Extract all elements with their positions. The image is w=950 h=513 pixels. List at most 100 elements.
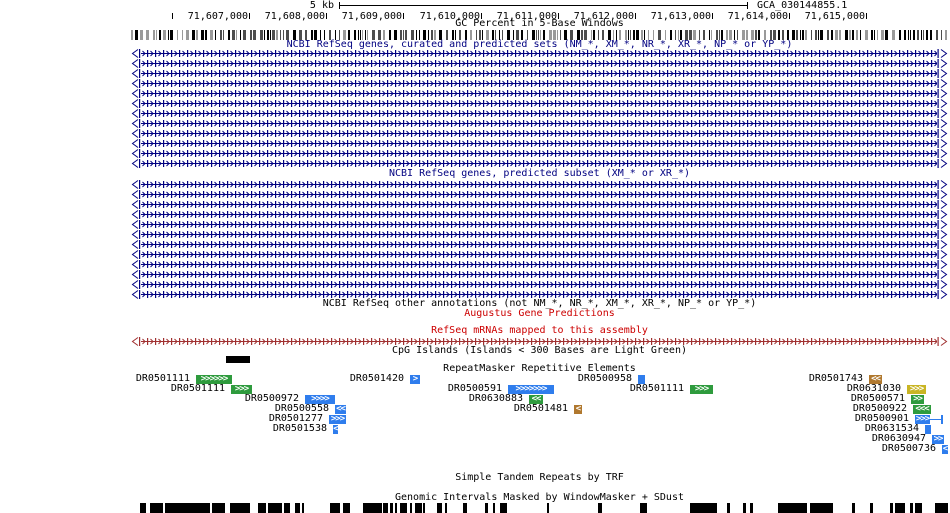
gene-row[interactable] <box>131 129 948 138</box>
gene-row[interactable] <box>131 250 948 259</box>
masked-interval[interactable] <box>423 503 425 513</box>
gene-row[interactable] <box>131 109 948 118</box>
masked-interval[interactable] <box>445 503 447 513</box>
gene-row[interactable] <box>131 290 948 299</box>
repeat-element[interactable]: << <box>335 405 346 414</box>
masked-interval[interactable] <box>284 503 290 513</box>
gene-row[interactable] <box>131 159 948 168</box>
masked-interval[interactable] <box>598 503 602 513</box>
repeat-element[interactable]: << <box>869 375 882 384</box>
masked-interval[interactable] <box>363 503 382 513</box>
masked-interval[interactable] <box>268 503 282 513</box>
masked-interval[interactable] <box>870 503 873 513</box>
repeat-element[interactable]: >>>> <box>305 395 335 404</box>
masked-interval[interactable] <box>743 503 746 513</box>
masked-interval[interactable] <box>140 503 146 513</box>
masked-interval[interactable] <box>230 503 250 513</box>
repeat-element[interactable]: >>>>>>> <box>508 385 554 394</box>
gene-row[interactable] <box>131 79 948 88</box>
repeat-element[interactable]: >> <box>911 395 924 404</box>
repeat-element[interactable]: < <box>574 405 582 414</box>
gene-row[interactable] <box>131 230 948 239</box>
masked-interval[interactable] <box>463 503 467 513</box>
gene-row[interactable] <box>131 200 948 209</box>
masked-interval[interactable] <box>390 503 393 513</box>
gene-row[interactable] <box>131 59 948 68</box>
gc-bar <box>670 30 672 40</box>
track-title-trf[interactable]: Simple Tandem Repeats by TRF <box>455 472 624 483</box>
track-title-refseq-curated[interactable]: NCBI RefSeq genes, curated and predicted… <box>286 39 793 50</box>
masked-interval[interactable] <box>935 503 948 513</box>
gene-row[interactable] <box>131 180 948 189</box>
gene-row[interactable] <box>131 139 948 148</box>
masked-interval[interactable] <box>778 503 807 513</box>
masked-interval[interactable] <box>727 503 730 513</box>
masked-interval[interactable] <box>212 503 225 513</box>
masked-interval[interactable] <box>343 503 350 513</box>
gene-row[interactable] <box>131 240 948 249</box>
repeat-element[interactable]: >>> <box>907 385 926 394</box>
gene-row[interactable] <box>131 99 948 108</box>
masked-interval[interactable] <box>437 503 442 513</box>
repeat-element[interactable]: < <box>942 445 948 454</box>
gene-row[interactable] <box>131 210 948 219</box>
masked-interval[interactable] <box>910 503 913 513</box>
repeat-element[interactable]: >>>>>> <box>196 375 232 384</box>
repeat-element[interactable]: >> <box>932 435 944 444</box>
repeat-element[interactable]: >>> <box>329 415 346 424</box>
cpg-island[interactable] <box>226 356 250 363</box>
masked-interval[interactable] <box>895 503 905 513</box>
masked-interval[interactable] <box>852 503 855 513</box>
track-title-windowmasker[interactable]: Genomic Intervals Masked by WindowMasker… <box>395 492 684 503</box>
masked-interval[interactable] <box>150 503 163 513</box>
masked-interval[interactable] <box>295 503 300 513</box>
masked-interval[interactable] <box>415 503 422 513</box>
masked-interval[interactable] <box>395 503 397 513</box>
track-title-refseq-other[interactable]: NCBI RefSeq other annotations (not NM_*,… <box>322 298 757 309</box>
repeat-element[interactable]: >>> <box>231 385 252 394</box>
gene-row[interactable] <box>131 337 948 346</box>
gene-row[interactable] <box>131 149 948 158</box>
masked-interval[interactable] <box>485 503 488 513</box>
repeat-element[interactable]: << <box>529 395 543 404</box>
repeat-element[interactable] <box>638 375 645 384</box>
track-title-augustus[interactable]: Augustus Gene Predictions <box>464 308 615 319</box>
gene-row[interactable] <box>131 49 948 58</box>
masked-interval[interactable] <box>890 503 893 513</box>
gene-row[interactable] <box>131 280 948 289</box>
repeat-element[interactable]: < <box>333 425 338 434</box>
masked-interval[interactable] <box>258 503 266 513</box>
track-title-repeatmasker[interactable]: RepeatMasker Repetitive Elements <box>443 363 636 374</box>
masked-interval[interactable] <box>915 503 922 513</box>
masked-interval[interactable] <box>547 503 549 513</box>
masked-interval[interactable] <box>500 503 507 513</box>
masked-interval[interactable] <box>640 503 647 513</box>
gene-row[interactable] <box>131 220 948 229</box>
masked-interval[interactable] <box>690 503 717 513</box>
track-title-refseq-predicted[interactable]: NCBI RefSeq genes, predicted subset (XM_… <box>388 168 691 179</box>
gene-row[interactable] <box>131 270 948 279</box>
gc-bar <box>286 30 289 40</box>
gene-row[interactable] <box>131 119 948 128</box>
repeat-element[interactable]: <<< <box>913 405 931 414</box>
masked-interval[interactable] <box>493 503 495 513</box>
repeat-element[interactable]: >>> <box>915 415 930 424</box>
masked-interval[interactable] <box>302 503 304 513</box>
track-title-cpg[interactable]: CpG Islands (Islands < 300 Bases are Lig… <box>391 345 687 356</box>
gene-row[interactable] <box>131 89 948 98</box>
masked-interval[interactable] <box>165 503 210 513</box>
masked-interval[interactable] <box>410 503 412 513</box>
repeat-element[interactable]: >>> <box>690 385 713 394</box>
track-title-refseq-mrna[interactable]: RefSeq mRNAs mapped to this assembly <box>431 325 648 336</box>
gene-row[interactable] <box>131 260 948 269</box>
masked-interval[interactable] <box>810 503 833 513</box>
masked-interval[interactable] <box>330 503 340 513</box>
masked-interval[interactable] <box>750 503 753 513</box>
gene-row[interactable] <box>131 190 948 199</box>
masked-interval[interactable] <box>383 503 388 513</box>
repeat-element[interactable] <box>925 425 931 434</box>
track-title-gc-percent[interactable]: GC Percent in 5-Base Windows <box>455 18 624 29</box>
repeat-element[interactable]: > <box>410 375 420 384</box>
gene-row[interactable] <box>131 69 948 78</box>
masked-interval[interactable] <box>400 503 407 513</box>
